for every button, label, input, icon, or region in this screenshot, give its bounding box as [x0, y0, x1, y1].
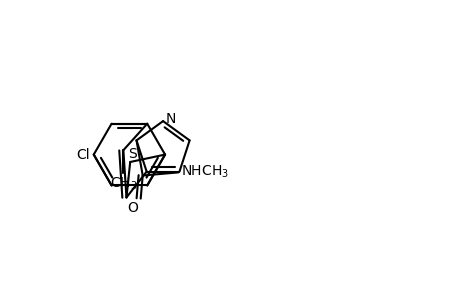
- Text: N: N: [166, 112, 176, 126]
- Text: CH$_3$: CH$_3$: [109, 176, 137, 192]
- Text: S: S: [127, 147, 136, 161]
- Text: NHCH$_3$: NHCH$_3$: [180, 163, 228, 180]
- Text: O: O: [127, 201, 138, 215]
- Text: Cl: Cl: [76, 148, 90, 162]
